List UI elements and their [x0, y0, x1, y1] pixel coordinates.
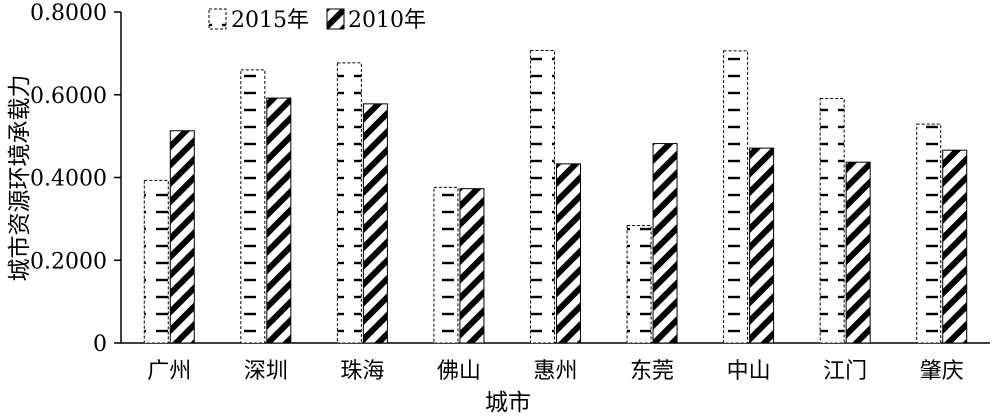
y-tick-label: 0: [93, 332, 107, 357]
x-category-label: 惠州: [533, 359, 577, 384]
y-tick-label: 0.4000: [30, 167, 107, 192]
bar-2015: [819, 97, 845, 344]
bar-2015: [530, 49, 555, 344]
x-category-label: 江门: [823, 359, 867, 384]
x-axis: 广州 深圳 珠海 佛山 惠州 东莞 中山 江门 肇庆: [121, 342, 990, 384]
x-axis-title: 城市: [485, 390, 531, 416]
y-axis-title: 城市资源环境承载力: [7, 75, 33, 282]
x-category-label: 珠海: [340, 359, 384, 384]
x-category-label: 肇庆: [920, 359, 964, 384]
bar-2010: [749, 147, 775, 344]
bar-2010: [169, 130, 195, 344]
x-category-label: 佛山: [437, 359, 481, 384]
bar-2015: [723, 50, 749, 344]
legend-label-2010: 2010年: [348, 8, 426, 33]
y-axis: 0 0.2000 0.4000 0.6000 0.8000: [30, 1, 122, 357]
legend-swatch-2015: [208, 8, 227, 30]
legend-label-2015: 2015年: [231, 8, 309, 33]
bar-2015: [143, 179, 169, 344]
bar-2015: [626, 224, 652, 344]
y-tick-label: 0.2000: [30, 249, 107, 274]
bar-2010: [942, 149, 968, 344]
bar-2015: [240, 69, 266, 344]
y-tick-label: 0.8000: [30, 1, 107, 26]
legend-swatch-2010: [326, 8, 345, 30]
x-category-label: 深圳: [244, 359, 288, 384]
bar-2010: [362, 103, 388, 344]
bar-2015: [916, 123, 942, 344]
x-category-label: 东莞: [630, 359, 674, 384]
bar-2015: [433, 186, 459, 344]
bar-2010: [556, 163, 581, 344]
bars-group: [143, 49, 968, 344]
bar-2010: [845, 161, 871, 344]
bar-2015: [336, 62, 362, 344]
bar-2010: [652, 143, 678, 344]
bar-2010: [459, 188, 485, 344]
bar-2010: [266, 97, 292, 344]
y-tick-label: 0.6000: [30, 84, 107, 109]
x-category-label: 广州: [147, 359, 191, 384]
legend: 2015年 2010年: [208, 8, 426, 33]
x-category-label: 中山: [727, 359, 771, 384]
